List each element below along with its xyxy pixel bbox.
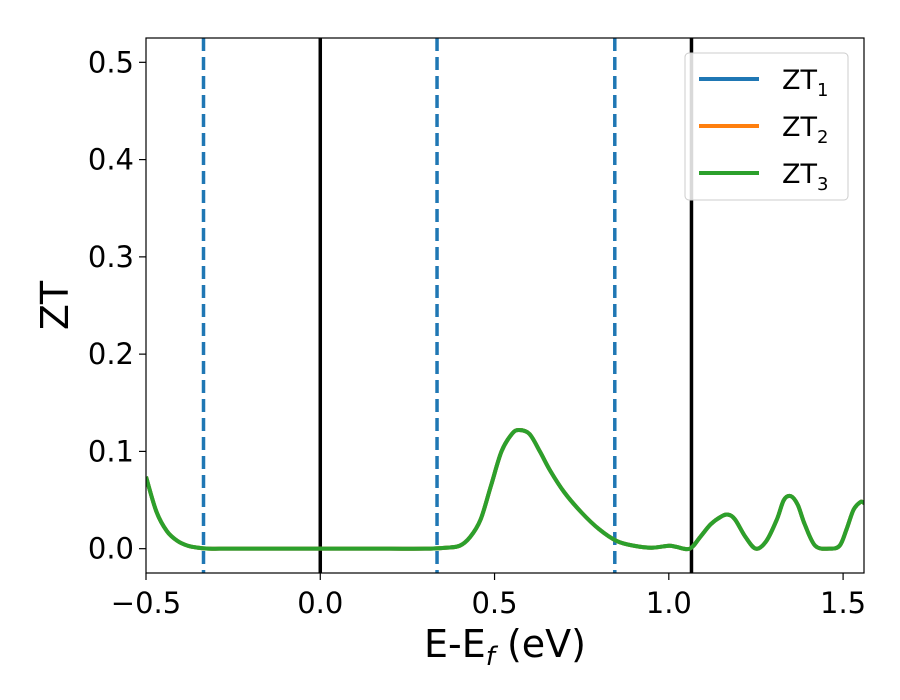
- y-tick-label: 0.2: [88, 337, 134, 371]
- y-tick-label: 0.4: [88, 143, 134, 177]
- y-axis-label: ZT: [33, 280, 77, 330]
- y-tick-label: 0.1: [88, 434, 134, 468]
- legend-box: [684, 52, 849, 201]
- y-tick-label: 0.3: [88, 240, 134, 274]
- x-axis-label-main: E-E: [424, 622, 486, 666]
- x-axis-ticks: −0.5 0.0 0.5 1.0 1.5: [111, 573, 866, 620]
- x-axis-label-unit: (eV): [495, 622, 586, 666]
- series-lines: [146, 428, 864, 552]
- x-tick-label: 1.0: [646, 586, 692, 620]
- x-tick-label: 0.5: [471, 586, 517, 620]
- y-tick-label: 0.0: [88, 532, 134, 566]
- y-tick-label: 0.5: [88, 45, 134, 79]
- x-axis-label: E-Ef (eV): [424, 622, 586, 672]
- legend-label-zt3: ZT3: [782, 159, 828, 195]
- x-tick-label: 1.5: [820, 586, 866, 620]
- legend: ZT1 ZT2 ZT3: [684, 52, 849, 201]
- legend-label-zt1: ZT1: [782, 65, 828, 101]
- plot-frame: [145, 37, 865, 574]
- series-line-zt3: [146, 428, 864, 552]
- y-axis-ticks: 0.0 0.1 0.2 0.3 0.4 0.5: [88, 45, 146, 566]
- legend-label-zt2: ZT2: [782, 112, 828, 148]
- x-tick-label: −0.5: [111, 586, 181, 620]
- vertical-reference-lines: [201, 38, 694, 573]
- x-tick-label: 0.0: [297, 586, 343, 620]
